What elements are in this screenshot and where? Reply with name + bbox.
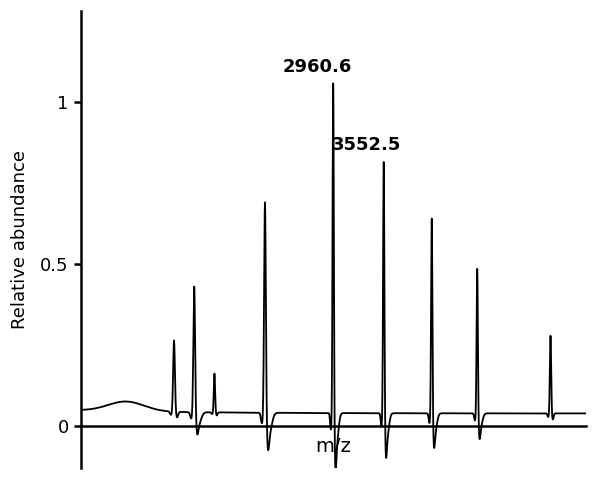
Y-axis label: Relative abundance: Relative abundance: [11, 150, 29, 329]
X-axis label: m/z: m/z: [315, 437, 351, 456]
Text: 3552.5: 3552.5: [331, 136, 401, 154]
Text: 2960.6: 2960.6: [282, 58, 352, 76]
